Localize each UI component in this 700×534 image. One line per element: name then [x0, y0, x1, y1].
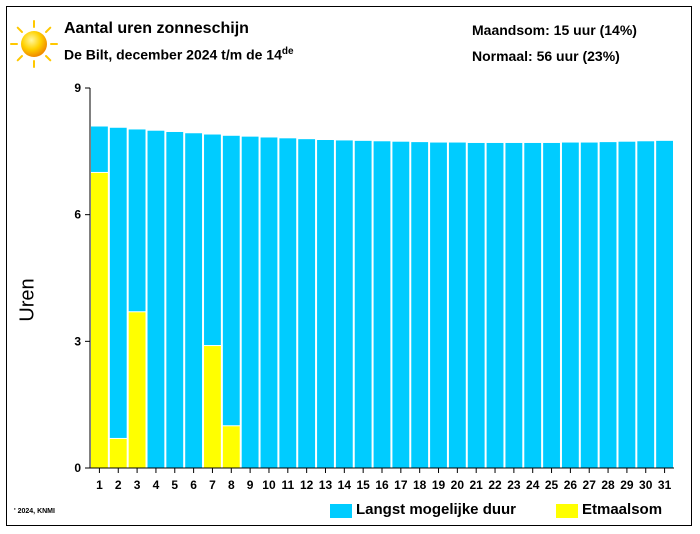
legend-swatch-daily-sum	[556, 504, 578, 518]
bar-max-duration-day-18	[410, 141, 430, 469]
y-tick-label: 6	[74, 208, 81, 222]
x-tick-label: 18	[413, 478, 427, 492]
bar-daily-sum-day-7	[203, 345, 222, 469]
bar-max-duration-day-12	[297, 138, 317, 469]
bar-max-duration-day-17	[391, 140, 411, 469]
x-tick-label: 7	[209, 478, 216, 492]
bar-max-duration-day-19	[429, 141, 448, 469]
bar-daily-sum-day-8	[221, 425, 241, 469]
x-tick-label: 24	[526, 478, 540, 492]
y-tick-label: 9	[74, 81, 81, 95]
copyright-text: ' 2024, KNMI	[14, 508, 55, 515]
x-tick-label: 30	[639, 478, 653, 492]
legend-swatch-max-duration	[330, 504, 352, 518]
bar-max-duration-day-15	[353, 139, 373, 469]
x-tick-label: 9	[247, 478, 254, 492]
x-tick-label: 17	[394, 478, 408, 492]
x-tick-label: 23	[507, 478, 521, 492]
bar-max-duration-day-29	[617, 140, 637, 469]
bar-max-duration-day-25	[542, 141, 561, 469]
bar-max-duration-day-2	[108, 126, 128, 469]
x-tick-label: 11	[281, 478, 294, 492]
bar-daily-sum-day-2	[108, 437, 128, 469]
x-tick-label: 12	[300, 478, 314, 492]
y-tick-label: 3	[74, 334, 81, 348]
bar-max-duration-day-28	[598, 141, 618, 469]
x-tick-label: 8	[228, 478, 235, 492]
x-tick-label: 31	[658, 478, 672, 492]
bar-max-duration-day-23	[504, 141, 524, 469]
chart-subtitle: De Bilt, december 2024 t/m de 14de	[64, 46, 294, 63]
bar-max-duration-day-27	[579, 141, 599, 469]
x-tick-label: 1	[96, 478, 103, 492]
bar-max-duration-day-16	[372, 140, 392, 469]
bar-daily-sum-day-1	[90, 171, 109, 469]
x-tick-label: 29	[620, 478, 634, 492]
legend-label-daily-sum: Etmaalsom	[582, 501, 663, 518]
subtitle-text: De Bilt, december 2024 t/m de 14	[64, 46, 282, 63]
legend-label-max-duration: Langst mogelijke duur	[356, 501, 517, 518]
x-tick-label: 13	[319, 478, 333, 492]
bar-max-duration-day-20	[447, 141, 467, 469]
normal-stat: Normaal: 56 uur (23%)	[472, 48, 620, 64]
chart-frame	[6, 6, 692, 526]
month-sum-stat: Maandsom: 15 uur (14%)	[472, 22, 637, 38]
bar-max-duration-day-13	[316, 139, 335, 469]
bar-max-duration-day-11	[278, 137, 298, 469]
chart-title: Aantal uren zonneschijn	[64, 20, 249, 37]
x-tick-label: 15	[356, 478, 370, 492]
x-tick-label: 21	[470, 478, 484, 492]
x-tick-label: 5	[171, 478, 178, 492]
x-tick-label: 16	[375, 478, 389, 492]
bar-max-duration-day-10	[259, 136, 279, 469]
bar-max-duration-day-8	[221, 134, 241, 469]
bar-max-duration-day-5	[165, 130, 185, 469]
subtitle-superscript: de	[281, 46, 294, 57]
x-tick-label: 28	[601, 478, 615, 492]
bar-max-duration-day-30	[636, 140, 656, 469]
y-tick-label: 0	[74, 461, 81, 475]
bar-max-duration-day-14	[334, 139, 354, 469]
x-tick-label: 20	[451, 478, 465, 492]
x-tick-label: 22	[488, 478, 502, 492]
sun-icon	[10, 20, 58, 68]
x-tick-label: 27	[583, 478, 597, 492]
x-tick-label: 6	[190, 478, 197, 492]
bar-max-duration-day-6	[184, 132, 204, 469]
x-tick-label: 19	[432, 478, 446, 492]
x-tick-label: 25	[545, 478, 559, 492]
x-tick-label: 4	[153, 478, 160, 492]
x-tick-label: 2	[115, 478, 122, 492]
x-tick-label: 3	[134, 478, 141, 492]
x-tick-label: 14	[338, 478, 352, 492]
x-tick-label: 10	[262, 478, 276, 492]
bar-max-duration-day-21	[466, 141, 486, 469]
bar-max-duration-day-4	[146, 129, 166, 469]
bar-max-duration-day-26	[560, 141, 580, 469]
bar-max-duration-day-22	[485, 141, 505, 469]
bar-max-duration-day-9	[240, 135, 260, 469]
bar-max-duration-day-24	[523, 141, 543, 469]
bar-daily-sum-day-3	[127, 311, 147, 469]
bar-max-duration-day-31	[655, 139, 675, 469]
x-tick-label: 26	[564, 478, 578, 492]
